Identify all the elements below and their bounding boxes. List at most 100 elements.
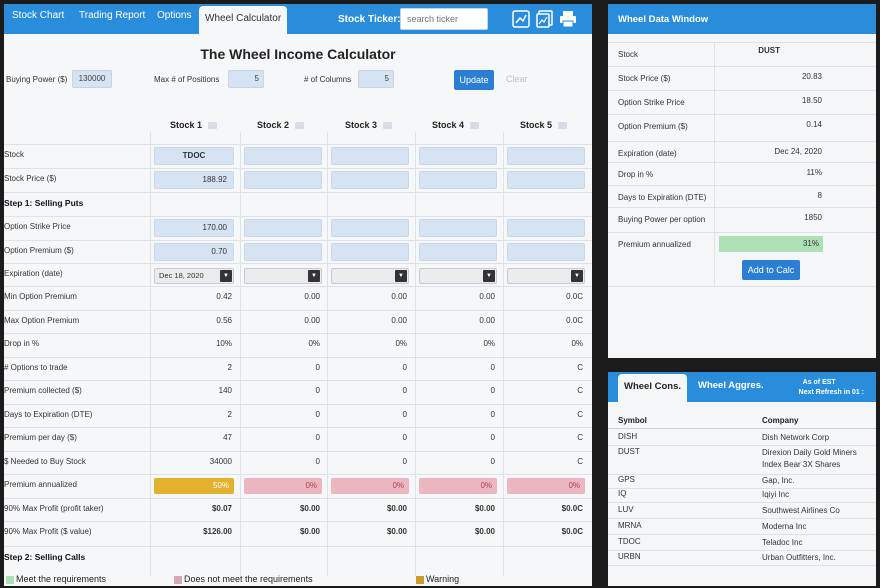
grid-divider bbox=[327, 132, 328, 576]
expiration-select[interactable]: ▼ bbox=[507, 268, 585, 284]
premium-per-day-cell: 47 bbox=[223, 433, 232, 442]
strike-input[interactable] bbox=[419, 219, 497, 237]
add-to-calc-button[interactable]: Add to Calc bbox=[742, 260, 800, 280]
column-toggle-icon[interactable] bbox=[208, 122, 218, 130]
update-button[interactable]: Update bbox=[454, 70, 494, 90]
column-toggle-icon[interactable] bbox=[295, 122, 305, 130]
options-to-trade-cell: 0 bbox=[315, 363, 320, 372]
stock-price-input[interactable] bbox=[419, 171, 497, 189]
columns-input[interactable]: 5 bbox=[358, 70, 394, 88]
print-icon[interactable] bbox=[559, 10, 577, 28]
expiration-select[interactable]: ▼ bbox=[244, 268, 322, 284]
chevron-down-icon[interactable]: ▼ bbox=[395, 270, 407, 282]
data-window-value: 0.14 bbox=[806, 120, 822, 129]
company-column-header[interactable]: Company bbox=[762, 416, 799, 425]
watchlist-row[interactable]: GPS Gap, Inc. bbox=[608, 473, 876, 488]
premium-input[interactable] bbox=[419, 243, 497, 261]
grid-row-divider bbox=[4, 310, 592, 311]
chevron-down-icon[interactable]: ▼ bbox=[483, 270, 495, 282]
column-toggle-icon[interactable] bbox=[383, 122, 393, 130]
stock-price-input[interactable] bbox=[244, 171, 322, 189]
options-to-trade-cell: 2 bbox=[227, 363, 232, 372]
options-to-trade-cell: C bbox=[577, 363, 583, 372]
needed-to-buy-cell: 0 bbox=[402, 457, 407, 466]
premium-collected-cell: 0 bbox=[490, 386, 495, 395]
strike-input[interactable]: 170.00 bbox=[154, 219, 234, 237]
stock-input[interactable]: TDOC bbox=[154, 147, 234, 165]
drop-cell: 10% bbox=[215, 339, 232, 348]
grid-row-divider bbox=[4, 144, 592, 145]
chart-icon[interactable] bbox=[512, 10, 530, 28]
watchlist-company: Gap, Inc. bbox=[762, 476, 795, 485]
watchlist-company: Moderna Inc bbox=[762, 522, 807, 531]
strike-input[interactable] bbox=[244, 219, 322, 237]
report-icon[interactable] bbox=[536, 10, 554, 28]
watchlist-row[interactable]: URBN Urban Outfitters, Inc. bbox=[608, 550, 876, 565]
watchlist-row-divider bbox=[608, 474, 876, 475]
expiration-select[interactable]: Dec 18, 2020 ▼ bbox=[154, 268, 234, 284]
legend-swatch bbox=[174, 575, 182, 584]
data-window-label: Days to Expiration (DTE) bbox=[618, 193, 707, 202]
stock-input[interactable] bbox=[331, 147, 409, 165]
watchlist-row[interactable]: DISH Dish Network Corp bbox=[608, 430, 876, 445]
buying-power-input[interactable]: 130000 bbox=[72, 70, 112, 88]
max-profit-value-cell: $0.0C bbox=[561, 527, 583, 536]
column-toggle-icon[interactable] bbox=[470, 122, 480, 130]
tab-wheel-calculator[interactable]: Wheel Calculator bbox=[199, 6, 288, 34]
chevron-down-icon[interactable]: ▼ bbox=[220, 270, 232, 282]
watchlist-row[interactable]: MRNA Moderna Inc bbox=[608, 519, 876, 534]
days-to-exp-cell: 0 bbox=[402, 410, 407, 419]
drop-cell: 0% bbox=[308, 339, 320, 348]
stock-price-input[interactable] bbox=[331, 171, 409, 189]
premium-input[interactable] bbox=[244, 243, 322, 261]
tab-wheel-aggres[interactable]: Wheel Aggres. bbox=[698, 380, 764, 391]
needed-to-buy-cell: 0 bbox=[490, 457, 495, 466]
refresh-status: As of EST Next Refresh in 01 : bbox=[799, 378, 864, 398]
column-header-stock-4: Stock 4 bbox=[432, 120, 480, 130]
watchlist-row[interactable]: IQ Iqiyi Inc bbox=[608, 487, 876, 502]
premium-input[interactable]: 0.70 bbox=[154, 243, 234, 261]
expiration-select[interactable]: ▼ bbox=[331, 268, 409, 284]
watchlist-row[interactable]: DUST Direxion Daily Gold Miners Index Bea… bbox=[608, 445, 876, 473]
premium-input[interactable] bbox=[507, 243, 585, 261]
watchlist-company: Iqiyi Inc bbox=[762, 490, 790, 499]
strike-input[interactable] bbox=[331, 219, 409, 237]
tab-stock-chart[interactable]: Stock Chart bbox=[12, 10, 65, 21]
strike-input[interactable] bbox=[507, 219, 585, 237]
symbol-column-header[interactable]: Symbol bbox=[618, 416, 647, 425]
column-toggle-icon[interactable] bbox=[558, 122, 568, 130]
min-premium-cell: 0.00 bbox=[391, 292, 407, 301]
column-header-stock-5: Stock 5 bbox=[520, 120, 568, 130]
tab-options[interactable]: Options bbox=[157, 10, 192, 21]
max-positions-input[interactable]: 5 bbox=[228, 70, 264, 88]
grid-row-divider bbox=[4, 521, 592, 522]
stock-input[interactable] bbox=[419, 147, 497, 165]
stock-price-input[interactable]: 188.92 bbox=[154, 171, 234, 189]
as-of-label: As of EST bbox=[802, 379, 836, 386]
page-title: The Wheel Income Calculator bbox=[200, 46, 396, 62]
clear-button[interactable]: Clear bbox=[506, 74, 528, 84]
premium-input[interactable] bbox=[331, 243, 409, 261]
data-window-value: 1850 bbox=[804, 213, 822, 222]
watchlist-row[interactable]: LUV Southwest Airlines Co bbox=[608, 503, 876, 518]
max-premium-cell: 0.00 bbox=[479, 316, 495, 325]
data-window-stock: DUST bbox=[758, 46, 780, 55]
ticker-search-input[interactable] bbox=[400, 8, 488, 30]
days-to-exp-cell: C bbox=[577, 410, 583, 419]
watchlist-row[interactable]: TDOC Teladoc Inc bbox=[608, 535, 876, 550]
stock-input[interactable] bbox=[507, 147, 585, 165]
data-window-value: Dec 24, 2020 bbox=[774, 147, 822, 156]
data-window-row-divider bbox=[608, 42, 876, 43]
wheel-watchlist: Wheel Cons. Wheel Aggres. As of EST Next… bbox=[608, 372, 876, 586]
stock-price-input[interactable] bbox=[507, 171, 585, 189]
stock-input[interactable] bbox=[244, 147, 322, 165]
watchlist-header: Wheel Cons. Wheel Aggres. As of EST Next… bbox=[608, 372, 876, 402]
premium-collected-cell: 0 bbox=[402, 386, 407, 395]
chevron-down-icon[interactable]: ▼ bbox=[571, 270, 583, 282]
next-refresh-label: Next Refresh in 01 : bbox=[798, 389, 864, 396]
tab-trading-report[interactable]: Trading Report bbox=[79, 10, 146, 21]
expiration-select[interactable]: ▼ bbox=[419, 268, 497, 284]
chevron-down-icon[interactable]: ▼ bbox=[308, 270, 320, 282]
tab-wheel-cons[interactable]: Wheel Cons. bbox=[618, 374, 688, 402]
min-premium-cell: 0.0C bbox=[566, 292, 583, 301]
